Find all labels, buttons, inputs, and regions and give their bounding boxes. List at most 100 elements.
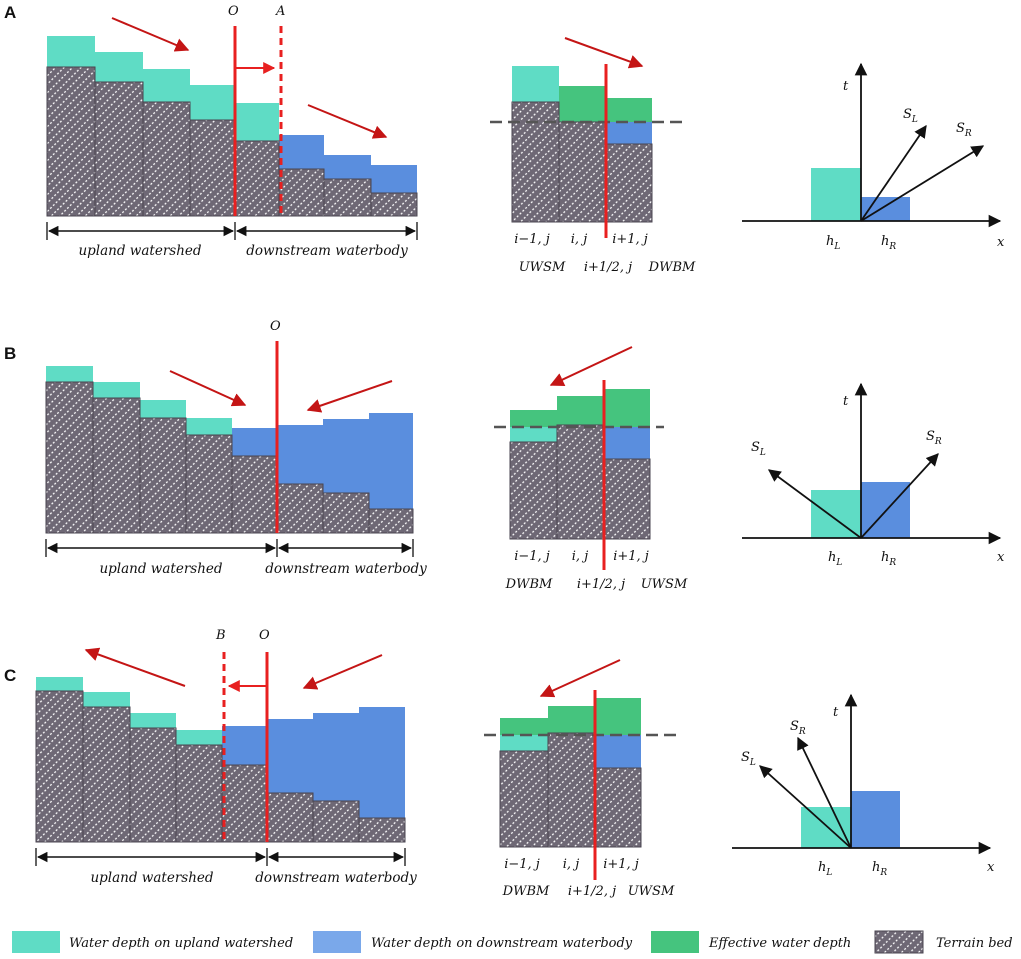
terrain-cell [368,508,414,534]
label-o: O [259,628,270,643]
water-downstream-cell [313,713,359,801]
wave-sr [797,736,852,849]
label-o: O [270,319,281,334]
terrain-cell [139,417,187,534]
riemann-left-state [811,490,861,538]
water-upland-cell [47,36,95,67]
hr-label: hR [872,860,887,878]
water-upland-cell [36,677,83,691]
wave-sl [860,124,927,222]
water-upland-cell [186,418,232,435]
water-downstream-cell [371,165,417,193]
x-axis-label: x [997,235,1005,250]
water-downstream-cell [232,428,277,456]
water-upland-cell [130,713,176,728]
terrain-cell [231,455,278,534]
water-upland-cell [512,66,559,102]
legend-swatch-upland [12,931,60,953]
terrain-cell [221,764,268,843]
legend-label-terrain: Terrain bed [936,936,1013,951]
terrain-cell [594,767,642,848]
flow-arrow [549,346,633,386]
water-upland-cell [176,730,222,745]
water-effective-cell [557,396,604,427]
hr-label: hR [881,234,896,252]
x-axis-label: x [997,550,1005,565]
water-downstream-cell [595,735,641,768]
cell-label: i−1, j [514,549,550,564]
legend-label-effective: Effective water depth [708,936,851,951]
sl-label: SL [751,440,766,458]
water-downstream-cell [359,707,405,818]
panel-c-left-schematic: B O upland watershed downstream waterbod… [35,628,417,886]
panel-c: C B O [4,628,995,899]
water-upland-cell [143,69,190,102]
sl-label: SL [741,750,756,768]
terrain-cell [175,744,223,843]
sr-label: SR [926,429,942,447]
terrain-cell [312,800,360,843]
cell-label: i, j [572,549,588,564]
scheme-right-label: DWBM [648,260,696,275]
water-upland-cell [500,735,548,751]
panel-a: A O A [4,3,1005,275]
t-axis-label: t [843,394,849,409]
scheme-left-label: UWSM [519,260,566,275]
water-effective-cell [548,706,595,735]
panel-letter-a: A [4,3,16,22]
cell-label: i+1, j [603,857,639,872]
scheme-right-label: UWSM [641,577,688,592]
water-upland-cell [46,366,93,382]
water-downstream-cell [369,413,413,509]
wave-sl [759,765,852,849]
cell-label: i+1, j [613,549,649,564]
terrain-cell [92,397,141,534]
water-effective-cell [559,86,606,122]
water-upland-cell [95,52,143,82]
hl-label: hL [826,234,840,252]
hl-label: hL [818,860,832,878]
legend-label-upland: Water depth on upland watershed [69,936,293,951]
terrain-cell [605,143,653,223]
panel-a-riemann-diagram: t x SL SR hL hR [742,62,1005,252]
range-label-downstream: downstream waterbody [265,561,427,577]
terrain-cell [603,458,651,540]
water-effective-cell [604,389,650,427]
panel-a-left-schematic: O A upland watershed downstream waterbod… [46,4,418,259]
water-downstream-cell [222,726,267,765]
water-upland-cell [93,382,140,398]
panel-a-middle-stencil: i−1, j i, j i+1, j UWSM i+1/2, j DWBM [490,37,696,275]
water-upland-cell [190,85,235,120]
riemann-right-state [851,791,900,848]
panel-letter-c: C [4,666,16,685]
scheme-right-label: UWSM [628,884,675,899]
sl-label: SL [903,107,918,125]
terrain-cell [547,732,596,848]
terrain-cell [185,434,233,534]
flow-arrow [111,17,190,52]
hr-label: hR [881,550,896,568]
legend-swatch-downstream [313,931,361,953]
terrain-cell [323,178,372,217]
terrain-cell [278,168,325,217]
riemann-left-state [811,168,861,221]
water-effective-cell [510,410,557,427]
label-o: O [228,4,239,19]
panel-b-left-schematic: O upland watershed downstream waterbody [45,319,427,577]
water-upland-cell [140,400,186,418]
terrain-cell [322,492,370,534]
water-effective-cell [500,718,548,735]
wave-sr [860,453,939,539]
terrain-cell [558,121,607,223]
terrain-cell [499,750,549,848]
water-downstream-cell [324,155,371,179]
flow-arrow [302,654,383,690]
water-upland-cell [510,427,557,442]
range-label-upland: upland watershed [78,243,201,259]
water-upland-cell [83,692,130,707]
terrain-cell [234,140,280,217]
t-axis-label: t [843,79,849,94]
terrain-cell [129,727,177,843]
panel-b-middle-stencil: i−1, j i, j i+1, j DWBM i+1/2, j UWSM [494,346,688,592]
